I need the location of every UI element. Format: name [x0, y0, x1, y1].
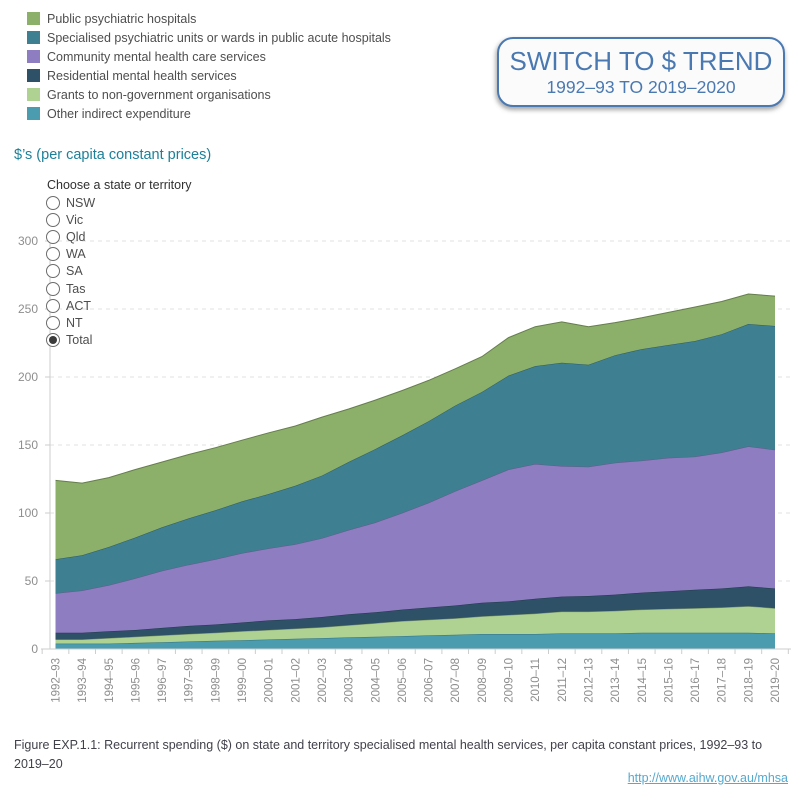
y-axis-title: $’s (per capita constant prices): [14, 147, 212, 163]
x-axis-label: 2012–13: [583, 658, 595, 703]
area-band[interactable]: [55, 324, 776, 594]
x-axis-label: 1997–98: [184, 658, 196, 703]
x-axis-label: 2010–11: [530, 658, 542, 702]
state-radio-list: NSW Vic Qld WA SA Tas ACT NT Total: [46, 194, 95, 349]
radio-icon: [46, 229, 60, 244]
legend-swatch-icon: [27, 88, 40, 101]
area-band[interactable]: [55, 446, 776, 633]
x-axis-label: 2001–02: [290, 658, 302, 703]
source-link[interactable]: http://www.aihw.gov.au/mhsa: [627, 771, 788, 785]
legend-item-label: Specialised psychiatric units or wards i…: [47, 30, 391, 45]
legend-item[interactable]: Public psychiatric hospitals: [27, 9, 391, 28]
x-axis-label: 2014–15: [637, 658, 649, 703]
x-axis-label: 2007–08: [450, 658, 462, 703]
legend-item[interactable]: Specialised psychiatric units or wards i…: [27, 28, 391, 47]
radio-label: ACT: [66, 298, 91, 313]
legend-item-label: Residential mental health services: [47, 68, 237, 83]
radio-icon: [46, 212, 60, 227]
x-axis-label: 1993–94: [77, 657, 89, 702]
x-axis-label: 2018–19: [743, 658, 755, 703]
radio-label: SA: [66, 264, 83, 279]
state-selector-label: Choose a state or territory: [47, 178, 192, 192]
x-axis-label: 2011–12: [557, 658, 569, 702]
legend-item[interactable]: Other indirect expenditure: [27, 104, 391, 123]
legend-swatch-icon: [27, 69, 40, 82]
switch-to-dollar-trend-button[interactable]: SWITCH TO $ TREND 1992–93 TO 2019–2020: [497, 37, 785, 107]
x-axis-label: 2019–20: [770, 658, 782, 703]
switch-button-title: SWITCH TO $ TREND: [509, 45, 773, 76]
x-axis-label: 1995–96: [130, 658, 142, 703]
y-axis-label: 300: [18, 234, 38, 248]
x-axis-label: 2006–07: [424, 658, 436, 703]
radio-icon: [46, 247, 60, 262]
y-axis-label: 200: [18, 370, 38, 384]
legend-item[interactable]: Grants to non-government organisations: [27, 85, 391, 104]
legend-item-label: Public psychiatric hospitals: [47, 11, 197, 26]
radio-label: Total: [66, 333, 93, 348]
y-axis-label: 100: [18, 506, 38, 520]
area-band[interactable]: [55, 294, 776, 560]
area-band[interactable]: [55, 606, 776, 644]
state-radio-total[interactable]: Total: [46, 332, 95, 349]
radio-selected-dot: [49, 336, 57, 345]
legend-swatch-icon: [27, 107, 40, 120]
x-axis-label: 1996–97: [157, 658, 169, 703]
radio-icon: [46, 281, 60, 296]
radio-label: Vic: [66, 212, 84, 227]
radio-icon: [46, 264, 60, 279]
y-axis-label: 50: [25, 574, 39, 588]
area-band[interactable]: [55, 632, 776, 649]
legend-item[interactable]: Residential mental health services: [27, 66, 391, 85]
x-axis-label: 2013–14: [610, 657, 622, 702]
x-axis-label: 2003–04: [344, 657, 356, 702]
x-axis-label: 2015–16: [663, 658, 675, 703]
legend-item-label: Grants to non-government organisations: [47, 87, 271, 102]
state-radio-tas[interactable]: Tas: [46, 280, 95, 297]
state-radio-vic[interactable]: Vic: [46, 211, 95, 228]
radio-label: WA: [66, 247, 86, 262]
switch-button-subtitle: 1992–93 TO 2019–2020: [546, 76, 736, 97]
x-axis-label: 2009–10: [504, 658, 516, 703]
x-axis-label: 2016–17: [690, 658, 702, 703]
y-axis-label: 150: [18, 438, 38, 452]
state-radio-nt[interactable]: NT: [46, 314, 95, 331]
legend-swatch-icon: [27, 31, 40, 44]
state-radio-nsw[interactable]: NSW: [46, 194, 95, 211]
area-band-edge: [55, 293, 776, 484]
y-axis-label: 0: [31, 642, 38, 656]
legend-item-label: Community mental health care services: [47, 49, 266, 64]
state-radio-qld[interactable]: Qld: [46, 228, 95, 245]
y-axis-label: 250: [18, 302, 38, 316]
state-radio-sa[interactable]: SA: [46, 263, 95, 280]
x-axis-label: 2002–03: [317, 658, 329, 703]
x-axis-label: 1992–93: [51, 658, 63, 703]
x-axis-label: 2005–06: [397, 658, 409, 703]
radio-label: NT: [66, 315, 83, 330]
x-axis-label: 2008–09: [477, 658, 489, 703]
x-axis-label: 1999–00: [237, 658, 249, 703]
legend-item-label: Other indirect expenditure: [47, 106, 191, 121]
x-axis-label: 2000–01: [264, 658, 276, 703]
figure-caption: Figure EXP.1.1: Recurrent spending ($) o…: [14, 738, 763, 772]
state-radio-wa[interactable]: WA: [46, 246, 95, 263]
x-axis-label: 1994–95: [104, 658, 116, 703]
radio-label: Tas: [66, 281, 86, 296]
x-axis-label: 2017–18: [717, 658, 729, 703]
legend-swatch-icon: [27, 12, 40, 25]
x-axis-label: 1998–99: [210, 658, 222, 703]
legend: Public psychiatric hospitals Specialised …: [27, 9, 391, 123]
radio-icon: [46, 298, 60, 313]
radio-icon: [46, 315, 60, 330]
legend-swatch-icon: [27, 50, 40, 63]
radio-label: Qld: [66, 229, 86, 244]
radio-icon: [46, 333, 60, 348]
radio-label: NSW: [66, 195, 96, 210]
area-band[interactable]: [55, 586, 776, 640]
x-axis-label: 2004–05: [370, 658, 382, 703]
state-radio-act[interactable]: ACT: [46, 297, 95, 314]
legend-item[interactable]: Community mental health care services: [27, 47, 391, 66]
radio-icon: [46, 195, 60, 210]
